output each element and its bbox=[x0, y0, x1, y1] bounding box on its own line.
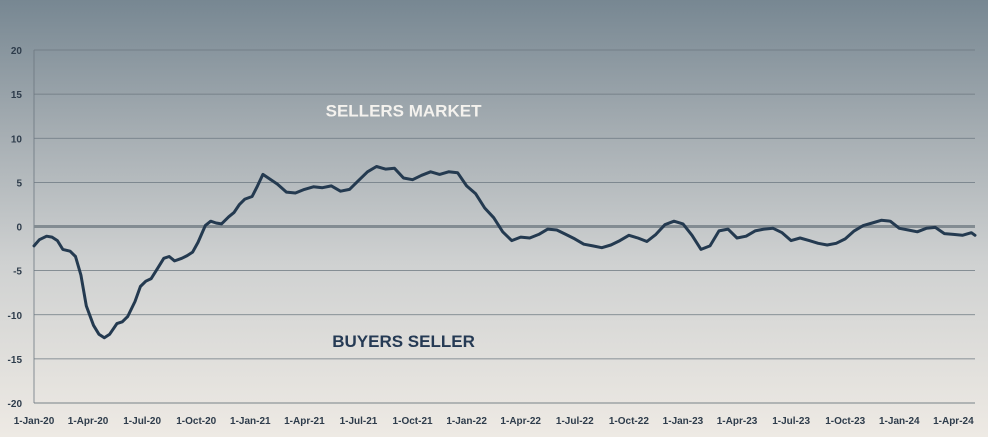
y-tick-label: -20 bbox=[8, 399, 23, 410]
y-tick-label: 10 bbox=[11, 134, 23, 145]
x-tick-label: 1-Apr-24 bbox=[933, 416, 974, 427]
y-tick-label: 0 bbox=[16, 223, 22, 234]
x-tick-label: 1-Oct-22 bbox=[609, 416, 649, 427]
x-tick-label: 1-Jul-20 bbox=[123, 416, 161, 427]
y-tick-label: -15 bbox=[8, 355, 23, 366]
gridlines bbox=[33, 49, 975, 404]
x-tick-label: 1-Jan-21 bbox=[230, 416, 271, 427]
x-tick-label: 1-Apr-23 bbox=[717, 416, 758, 427]
x-tick-label: 1-Jul-23 bbox=[772, 416, 810, 427]
x-tick-label: 1-Apr-21 bbox=[284, 416, 325, 427]
x-tick-label: 1-Oct-20 bbox=[176, 416, 216, 427]
x-tick-label: 1-Jan-22 bbox=[446, 416, 487, 427]
y-tick-label: 20 bbox=[11, 46, 23, 57]
y-tick-label: 15 bbox=[11, 90, 23, 101]
x-tick-label: 1-Oct-23 bbox=[825, 416, 865, 427]
x-axis-ticks: 1-Jan-20 1-Apr-20 1-Jul-20 1-Oct-20 1-Jan-21… bbox=[14, 416, 974, 427]
x-tick-label: 1-Jan-20 bbox=[14, 416, 55, 427]
y-tick-label: -5 bbox=[13, 267, 22, 278]
x-tick-label: 1-Apr-20 bbox=[68, 416, 109, 427]
x-tick-label: 1-Apr-22 bbox=[500, 416, 541, 427]
sellers-market-label: SELLERS MARKET bbox=[326, 102, 482, 121]
x-tick-label: 1-Jan-24 bbox=[879, 416, 920, 427]
x-tick-label: 1-Jan-23 bbox=[663, 416, 704, 427]
y-axis-ticks: -20 -15 -10 -5 0 5 10 15 20 bbox=[8, 46, 23, 410]
buyers-seller-label: BUYERS SELLER bbox=[332, 332, 475, 351]
y-tick-label: 5 bbox=[16, 178, 22, 189]
x-tick-label: 1-Jul-22 bbox=[556, 416, 594, 427]
x-tick-label: 1-Jul-21 bbox=[340, 416, 378, 427]
x-tick-label: 1-Oct-21 bbox=[393, 416, 433, 427]
y-tick-label: -10 bbox=[8, 311, 23, 322]
market-index-line bbox=[32, 165, 977, 340]
